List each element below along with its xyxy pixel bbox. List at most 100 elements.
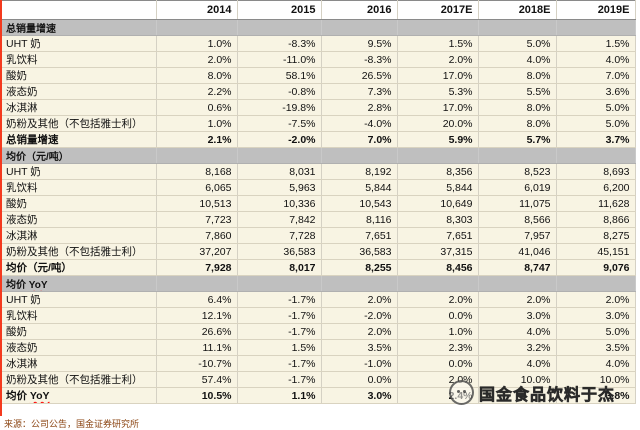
value-cell: 2.0% bbox=[321, 323, 398, 340]
value-cell: 8,303 bbox=[397, 211, 479, 228]
value-cell: 11.1% bbox=[156, 339, 238, 356]
value-cell bbox=[237, 19, 322, 36]
value-cell: 5.3% bbox=[397, 83, 479, 100]
row-label: 奶粉及其他（不包括雅士利） bbox=[0, 243, 157, 260]
value-cell: 8,523 bbox=[478, 163, 557, 180]
table-row: 总销量增速 2.1% -2.0% 7.0% 5.9% 5.7% 3.7% bbox=[0, 131, 636, 148]
value-cell: 58.1% bbox=[237, 67, 322, 84]
table-row: 乳饮料 12.1% -1.7% -2.0% 0.0% 3.0% 3.0% bbox=[0, 307, 636, 324]
value-cell: -1.7% bbox=[237, 323, 322, 340]
table-row: UHT 奶 1.0% -8.3% 9.5% 1.5% 5.0% 1.5% bbox=[0, 35, 636, 52]
value-cell: 8,275 bbox=[556, 227, 636, 244]
table-row: 酸奶 8.0% 58.1% 26.5% 17.0% 8.0% 7.0% bbox=[0, 67, 636, 84]
row-label: 乳饮料 bbox=[0, 307, 157, 324]
value-cell: 37,315 bbox=[397, 243, 479, 260]
value-cell: 2.0% bbox=[156, 51, 238, 68]
table-row: UHT 奶 6.4% -1.7% 2.0% 2.0% 2.0% 2.0% bbox=[0, 291, 636, 308]
value-cell: -1.7% bbox=[237, 307, 322, 324]
value-cell bbox=[156, 275, 238, 292]
value-cell: 2.0% bbox=[397, 371, 479, 388]
value-cell: 41,046 bbox=[478, 243, 557, 260]
value-cell: 2.0% bbox=[478, 291, 557, 308]
value-cell: 8,356 bbox=[397, 163, 479, 180]
value-cell: 26.6% bbox=[156, 323, 238, 340]
table-row: 冰淇淋 7,860 7,728 7,651 7,651 7,957 8,275 bbox=[0, 227, 636, 244]
column-header: 2014 bbox=[156, 0, 238, 20]
value-cell: 1.0% bbox=[397, 323, 479, 340]
section-header-row: 均价（元/吨） bbox=[0, 147, 636, 164]
value-cell: 26.5% bbox=[321, 67, 398, 84]
value-cell: 2.0% bbox=[321, 291, 398, 308]
column-header: 2015 bbox=[237, 0, 322, 20]
value-cell: 10,649 bbox=[397, 195, 479, 212]
value-cell: 2.4% bbox=[397, 387, 479, 404]
table-row: 奶粉及其他（不包括雅士利） 37,207 36,583 36,583 37,315 41,… bbox=[0, 243, 636, 260]
value-cell bbox=[478, 387, 557, 404]
value-cell: 6,065 bbox=[156, 179, 238, 196]
value-cell: -1.0% bbox=[321, 355, 398, 372]
row-label: 均价 YoY bbox=[0, 387, 157, 404]
table-row: 液态奶 2.2% -0.8% 7.3% 5.3% 5.5% 3.6% bbox=[0, 83, 636, 100]
value-cell: -0.8% bbox=[237, 83, 322, 100]
value-cell: 8,866 bbox=[556, 211, 636, 228]
value-cell: 8,192 bbox=[321, 163, 398, 180]
value-cell: 4.0% bbox=[478, 355, 557, 372]
row-label: UHT 奶 bbox=[0, 291, 157, 308]
value-cell: 8.0% bbox=[478, 115, 557, 132]
value-cell: 12.1% bbox=[156, 307, 238, 324]
value-cell: 10.0% bbox=[478, 371, 557, 388]
value-cell: 7,957 bbox=[478, 227, 557, 244]
value-cell bbox=[556, 275, 636, 292]
value-cell: -11.0% bbox=[237, 51, 322, 68]
value-cell: 36,583 bbox=[321, 243, 398, 260]
value-cell: 10.5% bbox=[156, 387, 238, 404]
value-cell bbox=[321, 19, 398, 36]
row-label: 液态奶 bbox=[0, 339, 157, 356]
value-cell: 1.5% bbox=[237, 339, 322, 356]
value-cell: 4.0% bbox=[556, 355, 636, 372]
value-cell: 5.0% bbox=[556, 323, 636, 340]
value-cell: 7,860 bbox=[156, 227, 238, 244]
value-cell: 8,456 bbox=[397, 259, 479, 276]
value-cell: 1.5% bbox=[556, 35, 636, 52]
value-cell: 2.1% bbox=[156, 131, 238, 148]
row-label: 总销量增速 bbox=[0, 131, 157, 148]
value-cell bbox=[556, 19, 636, 36]
value-cell: 7,928 bbox=[156, 259, 238, 276]
table-row: 均价 YoY 10.5% 1.1% 3.0% 2.4% 3.8% bbox=[0, 387, 636, 404]
value-cell: 9,076 bbox=[556, 259, 636, 276]
left-red-accent-line bbox=[0, 0, 2, 416]
row-label: 总销量增速 bbox=[0, 19, 157, 36]
value-cell: 5.0% bbox=[478, 35, 557, 52]
value-cell: 36,583 bbox=[237, 243, 322, 260]
section-header-row: 均价 YoY bbox=[0, 275, 636, 292]
value-cell: 8,031 bbox=[237, 163, 322, 180]
table-row: 冰淇淋 0.6% -19.8% 2.8% 17.0% 8.0% 5.0% bbox=[0, 99, 636, 116]
value-cell: 1.0% bbox=[156, 35, 238, 52]
value-cell: 20.0% bbox=[397, 115, 479, 132]
value-cell: 8.0% bbox=[478, 67, 557, 84]
row-label-yoy: YoY bbox=[28, 280, 48, 291]
value-cell: 2.3% bbox=[397, 339, 479, 356]
value-cell: -1.7% bbox=[237, 291, 322, 308]
value-cell: 5,963 bbox=[237, 179, 322, 196]
row-label: 均价（元/吨） bbox=[0, 147, 157, 164]
value-cell: -10.7% bbox=[156, 355, 238, 372]
column-header: 2016 bbox=[321, 0, 398, 20]
value-cell: -2.0% bbox=[237, 131, 322, 148]
row-label: 酸奶 bbox=[0, 323, 157, 340]
value-cell: 45,151 bbox=[556, 243, 636, 260]
value-cell: 17.0% bbox=[397, 67, 479, 84]
table-row: 均价（元/吨） 7,928 8,017 8,255 8,456 8,747 9,076 bbox=[0, 259, 636, 276]
value-cell: 8,693 bbox=[556, 163, 636, 180]
row-label: 均价 YoY bbox=[0, 275, 157, 292]
value-cell: 11,075 bbox=[478, 195, 557, 212]
table-row: 酸奶 10,513 10,336 10,543 10,649 11,075 11,628 bbox=[0, 195, 636, 212]
row-label: 酸奶 bbox=[0, 67, 157, 84]
row-label: 奶粉及其他（不包括雅士利） bbox=[0, 115, 157, 132]
value-cell: 8.0% bbox=[478, 99, 557, 116]
row-label: 冰淇淋 bbox=[0, 99, 157, 116]
value-cell: 5.0% bbox=[556, 99, 636, 116]
value-cell: 8,116 bbox=[321, 211, 398, 228]
value-cell: 3.0% bbox=[556, 307, 636, 324]
